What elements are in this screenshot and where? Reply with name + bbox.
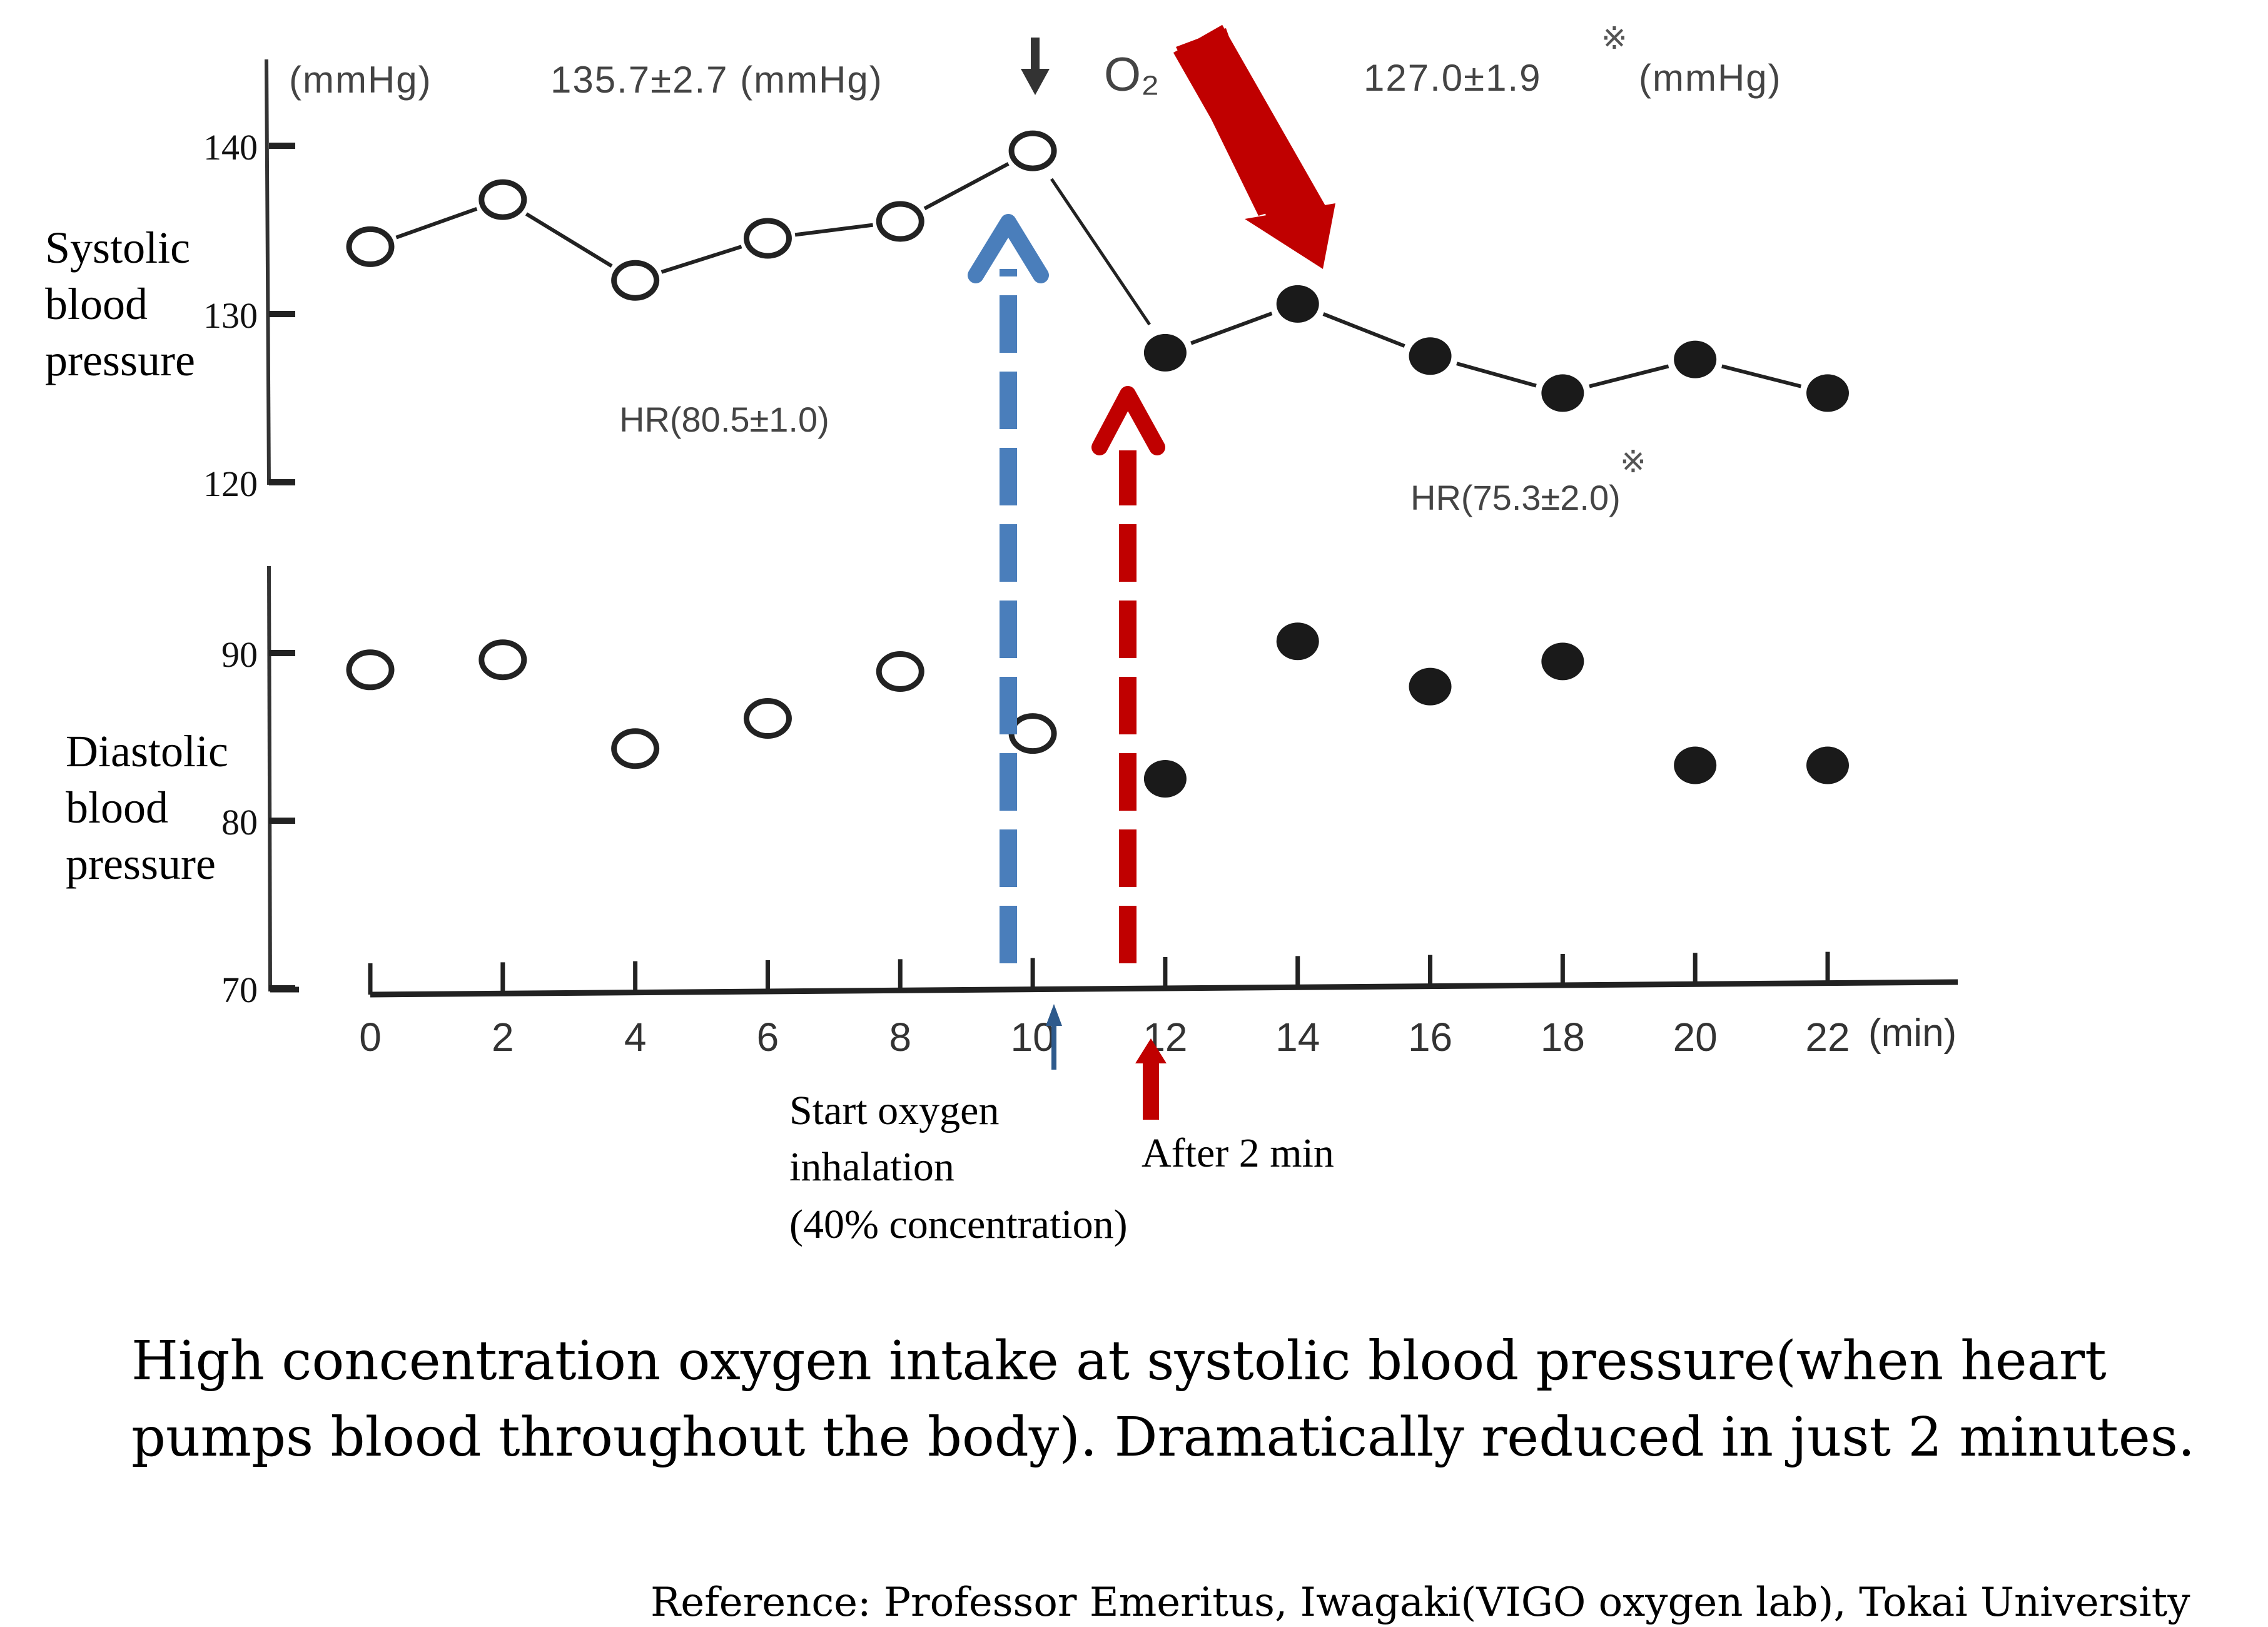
diastolic-filled-point — [1409, 667, 1452, 706]
diastolic-ylabel-line1: Diastolic — [66, 726, 228, 776]
series-segment — [1050, 178, 1151, 326]
systolic-ylabel-line1: Systolic — [45, 223, 190, 273]
y-tick-label: 80 — [221, 802, 258, 843]
systolic-open-point — [478, 179, 527, 220]
diastolic-y-axis — [267, 565, 272, 992]
y-tick-label: 120 — [203, 464, 258, 504]
x-tick-label: 0 — [359, 1015, 382, 1060]
x-tick-label: 8 — [889, 1015, 911, 1060]
unit-label: (mmHg) — [289, 59, 432, 101]
y-tick-label: 90 — [221, 634, 258, 675]
systolic-open-point — [876, 201, 924, 242]
start-oxygen-small-arrow-icon — [1046, 1004, 1062, 1070]
start-oxygen-label-line2: inhalation — [789, 1144, 954, 1190]
systolic-filled-point — [1409, 337, 1452, 375]
diastolic-ylabel-line3: pressure — [66, 839, 216, 889]
x-tick-label: 6 — [757, 1015, 779, 1060]
series-segment — [1589, 364, 1669, 388]
significance-mark-bp: ※ — [1601, 21, 1628, 56]
diastolic-ylabel-line2: blood — [66, 783, 168, 833]
y-tick-label: 140 — [203, 127, 258, 168]
series-segment — [1456, 362, 1537, 388]
systolic-open-point — [346, 226, 395, 267]
x-tick-label: 22 — [1805, 1015, 1850, 1060]
systolic-open-point — [611, 260, 660, 301]
diastolic-filled-point — [1806, 746, 1849, 784]
o2-start-down-arrow-icon — [1021, 38, 1050, 95]
diastolic-open-point — [346, 649, 395, 691]
y-tick-label: 70 — [221, 970, 258, 1010]
series-segment — [661, 245, 742, 274]
blue-dashed-up-arrow-icon — [968, 214, 1049, 963]
y-tick-label: 130 — [203, 295, 258, 336]
series-segment — [395, 206, 478, 240]
series-segment — [923, 162, 1010, 210]
diastolic-open-point — [611, 728, 660, 769]
series-segment — [794, 223, 874, 237]
systolic-filled-point — [1806, 374, 1849, 412]
diastolic-filled-point — [1674, 746, 1717, 784]
diastolic-open-point — [1008, 713, 1057, 754]
diastolic-open-point — [478, 639, 527, 681]
before-mean-label: 135.7±2.7 (mmHg) — [550, 59, 883, 101]
x-unit-label: (min) — [1868, 1011, 1957, 1055]
reference-text: Reference: Professor Emeritus, Iwagaki(V… — [651, 1579, 2190, 1626]
systolic-filled-point — [1276, 285, 1319, 323]
x-tick-label: 2 — [492, 1015, 514, 1060]
start-oxygen-label-line3: (40% concentration) — [789, 1202, 1128, 1247]
systolic-filled-point — [1674, 340, 1717, 378]
systolic-ylabel-line2: blood — [45, 279, 148, 329]
systolic-open-point — [1008, 130, 1057, 171]
x-axis — [370, 979, 1958, 998]
o2-label: O₂ — [1104, 48, 1160, 101]
x-tick-label: 16 — [1408, 1015, 1452, 1060]
systolic-ylabel: Systolic blood pressure — [45, 223, 201, 385]
series-segment — [1190, 312, 1273, 345]
after-mean-label: 127.0±1.9 — [1364, 57, 1541, 99]
x-tick-label: 4 — [624, 1015, 647, 1060]
diastolic-filled-point — [1541, 642, 1584, 681]
start-oxygen-label: Start oxygen inhalation (40% concentrati… — [789, 1088, 1128, 1247]
red-dashed-up-arrow-icon — [1091, 386, 1165, 963]
after-2min-label: After 2 min — [1142, 1130, 1334, 1176]
diastolic-open-point — [743, 698, 792, 739]
systolic-y-axis — [265, 59, 271, 485]
after-2min-small-arrow-icon — [1135, 1038, 1167, 1120]
x-tick-label: 18 — [1541, 1015, 1585, 1060]
caption: High concentration oxygen intake at syst… — [131, 1323, 2195, 1476]
hr-before-label: HR(80.5±1.0) — [619, 400, 829, 439]
diastolic-ylabel: Diastolic blood pressure — [66, 726, 240, 889]
caption-line1: High concentration oxygen intake at syst… — [131, 1330, 2107, 1392]
x-tick-label: 14 — [1275, 1015, 1320, 1060]
big-red-down-arrow-icon — [1173, 24, 1335, 269]
start-oxygen-label-line1: Start oxygen — [789, 1088, 999, 1133]
diastolic-filled-point — [1276, 622, 1319, 661]
systolic-filled-point — [1541, 374, 1584, 412]
systolic-open-point — [743, 218, 792, 259]
systolic-ylabel-line3: pressure — [45, 335, 195, 385]
series-segment — [1721, 364, 1802, 388]
significance-mark-hr: ※ — [1620, 444, 1646, 479]
systolic-filled-point — [1143, 333, 1187, 372]
hr-after-label: HR(75.3±2.0) — [1410, 478, 1621, 517]
diastolic-open-point — [876, 651, 924, 692]
caption-line2: pumps blood throughout the body). Dramat… — [131, 1406, 2195, 1469]
series-segment — [1322, 312, 1405, 348]
after-mean-unit: (mmHg) — [1639, 57, 1782, 99]
diastolic-filled-point — [1143, 760, 1187, 798]
series-segment — [525, 212, 613, 268]
x-tick-label: 20 — [1673, 1015, 1718, 1060]
